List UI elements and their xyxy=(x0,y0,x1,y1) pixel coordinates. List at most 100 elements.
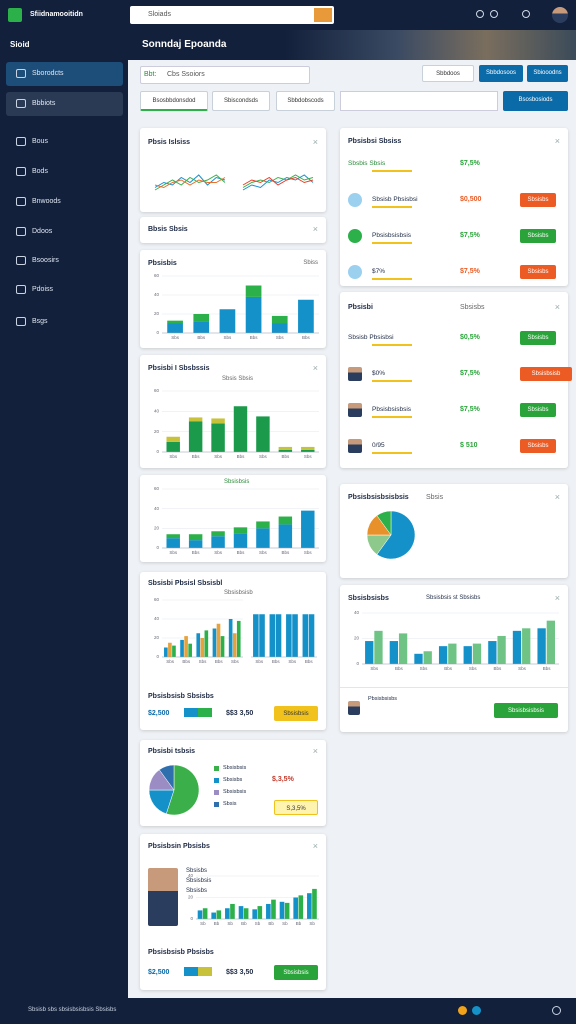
legend-swatch xyxy=(214,802,219,807)
button[interactable]: Sbsisbs xyxy=(520,265,556,279)
close[interactable]: × xyxy=(554,492,560,502)
nav-item[interactable]: Bnwoods xyxy=(6,190,123,214)
y-tick-label: 20 xyxy=(154,311,160,316)
card: Sbsisbi Pbsisl Sbsisbl Sbsisbsisb 0 20 40 6… xyxy=(140,572,326,730)
card: Pbsisbsi Sbsiss × Sbsbis Sbsis $7,5% Sbsisb… xyxy=(340,128,568,286)
button[interactable]: Sbsisbs xyxy=(520,331,556,345)
x-tick-label: Sbs xyxy=(169,550,178,555)
icon xyxy=(348,193,362,207)
pie-slice xyxy=(158,764,175,791)
bar xyxy=(188,417,203,422)
nav-item[interactable]: Ddoos xyxy=(6,220,123,244)
bar xyxy=(167,320,183,324)
y-tick-label: 60 xyxy=(154,486,160,491)
filter-placeholder: Cbs Ssoiors xyxy=(167,71,205,78)
y-tick-label: 60 xyxy=(154,597,160,602)
nav-item[interactable]: Sborodcts xyxy=(6,62,123,86)
nav-item[interactable]: Bods xyxy=(6,160,123,184)
x-tick-label: Sbs xyxy=(231,659,240,664)
icon[interactable] xyxy=(522,10,530,18)
nav-item[interactable]: Bbbiots xyxy=(6,92,123,116)
bar xyxy=(166,534,180,539)
bar xyxy=(278,446,293,450)
x-tick-label: Sb xyxy=(309,921,315,926)
close[interactable]: × xyxy=(554,136,560,146)
button[interactable]: Bsosbosiods xyxy=(503,91,568,111)
x-tick-label: Bbs xyxy=(444,666,453,671)
bar xyxy=(172,645,176,657)
button[interactable]: Sbbdosoos xyxy=(479,65,523,82)
bar xyxy=(193,314,210,322)
button[interactable]: Sbsisbsis xyxy=(274,706,318,721)
bar xyxy=(284,902,290,919)
bar xyxy=(225,908,230,919)
search-button[interactable] xyxy=(314,8,332,22)
bar xyxy=(211,531,225,537)
bar xyxy=(166,538,180,548)
nav-label: Bods xyxy=(32,168,48,175)
close[interactable]: × xyxy=(312,363,318,373)
y-tick-label: 20 xyxy=(188,895,194,900)
icon[interactable] xyxy=(458,1006,467,1015)
chart: Sbs Bbs Sbs Bbs xyxy=(251,614,317,664)
close[interactable]: × xyxy=(312,841,318,851)
button[interactable]: Sbbdoos xyxy=(422,65,474,82)
button[interactable]: Sbsisbsis xyxy=(274,965,318,980)
bar xyxy=(398,633,408,664)
bar xyxy=(292,614,298,657)
nav-item[interactable]: Bsgs xyxy=(6,310,123,334)
nav-item[interactable]: Bous xyxy=(6,130,123,154)
bar xyxy=(228,619,233,657)
bar xyxy=(184,636,188,657)
tab[interactable]: Sbiscondsds xyxy=(212,91,270,111)
bar xyxy=(546,620,555,664)
bar xyxy=(211,536,225,548)
y-tick-label: 0 xyxy=(190,916,193,921)
bar xyxy=(245,296,262,333)
icon[interactable] xyxy=(476,10,484,18)
button[interactable]: S,3,5% xyxy=(274,800,318,815)
nav-item[interactable]: Bsoosirs xyxy=(6,249,123,273)
button[interactable]: Sbsisbs xyxy=(520,439,556,453)
card: Pbsisbis Sbiss 0 20 40 60 Sbs Bbs Sbs Bbs Sbs Bbs xyxy=(140,250,326,348)
bar xyxy=(200,638,205,657)
avatar[interactable] xyxy=(552,7,568,23)
tab[interactable]: Sbbdobscods xyxy=(276,91,335,111)
nav-item[interactable]: Pdoiss xyxy=(6,278,123,302)
bar xyxy=(298,299,314,333)
close[interactable]: × xyxy=(554,302,560,312)
button[interactable]: Sbsisbsisb xyxy=(520,367,572,381)
bar xyxy=(448,643,457,664)
button[interactable]: Sbsisbs xyxy=(520,229,556,243)
x-tick-label: Sbs xyxy=(259,454,268,459)
button[interactable]: Sbsisbs xyxy=(520,403,556,417)
y-tick-label: 60 xyxy=(154,273,160,278)
x-tick-label: Bbs xyxy=(250,335,259,340)
icon[interactable] xyxy=(552,1006,561,1015)
close[interactable]: × xyxy=(312,746,318,756)
icon[interactable] xyxy=(472,1006,481,1015)
progress xyxy=(372,170,412,172)
card-title: Bbsis Sbsis xyxy=(148,226,188,233)
bar xyxy=(253,614,259,657)
progress xyxy=(372,380,412,382)
button[interactable]: Sbsisbs xyxy=(520,193,556,207)
button[interactable]: Sbsisbsisbsis xyxy=(494,703,558,718)
row-value: $7,5% xyxy=(460,268,480,275)
bar xyxy=(188,534,203,541)
input[interactable] xyxy=(340,91,498,111)
x-tick-label: Bbs xyxy=(302,335,311,340)
filter[interactable]: Bbt: Cbs Ssoiors xyxy=(140,66,310,84)
close[interactable]: × xyxy=(312,224,318,234)
close[interactable]: × xyxy=(312,137,318,147)
tab[interactable]: Bsosbbdonsdod xyxy=(140,91,208,111)
search-box[interactable]: Sloiads xyxy=(130,6,334,24)
bar xyxy=(301,446,315,450)
row-value: $7,5% xyxy=(460,232,480,239)
header-title: Sonndaj Epoanda xyxy=(142,39,227,50)
bar xyxy=(216,910,222,919)
nav-label: Ddoos xyxy=(32,228,53,235)
close[interactable]: × xyxy=(554,593,560,603)
icon[interactable] xyxy=(490,10,498,18)
button[interactable]: Sbiooodns xyxy=(527,65,568,82)
